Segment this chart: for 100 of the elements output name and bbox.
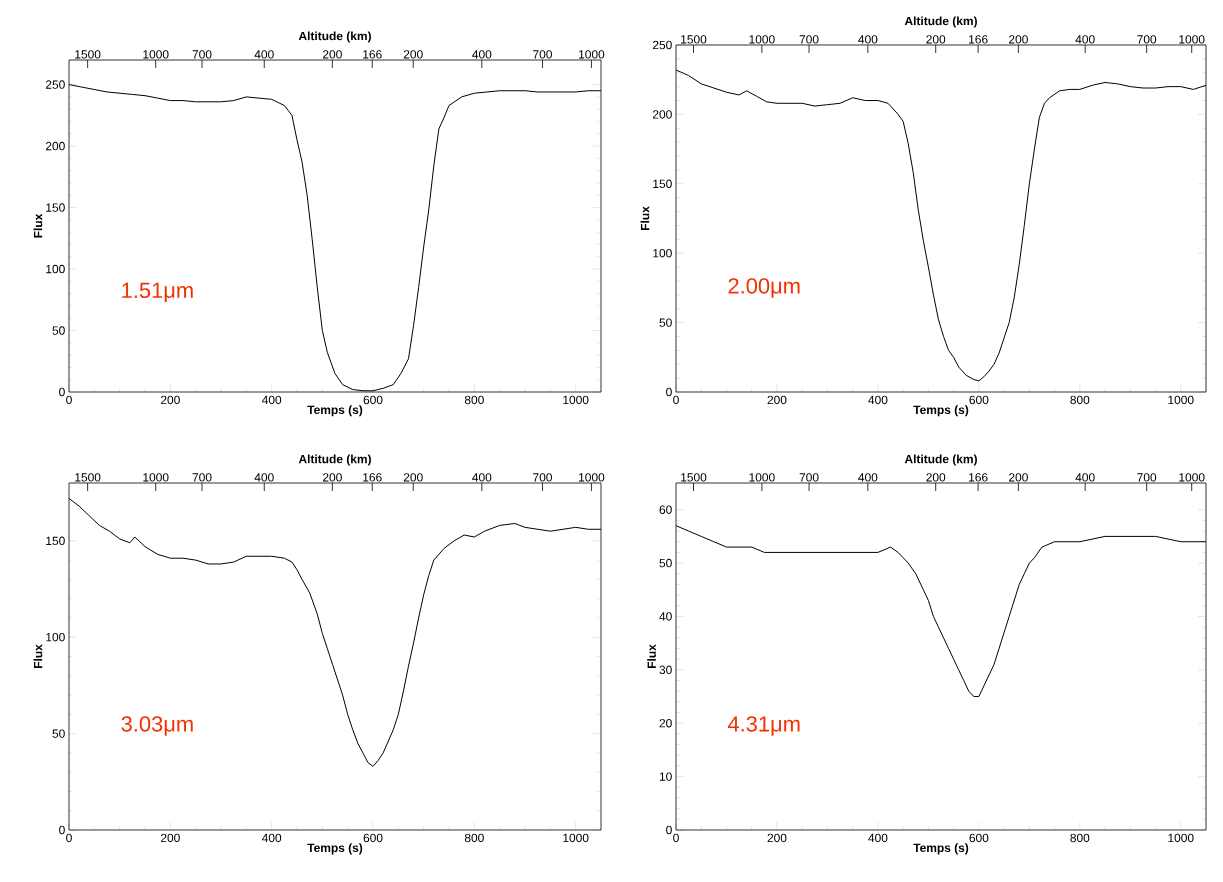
y-tick-label: 40 <box>659 612 672 621</box>
x-tick-label: 0 <box>673 833 679 843</box>
x-tick-label: 600 <box>363 395 383 405</box>
text: 1000 <box>749 35 775 44</box>
text: 1000 <box>1179 35 1205 44</box>
x-tick-label: 0 <box>66 395 72 405</box>
text: 200 <box>926 473 946 482</box>
text: 1500 <box>75 50 101 59</box>
x2-axis-title: Altitude (km) <box>904 454 977 466</box>
x-tick-label: 1000 <box>1168 833 1194 843</box>
text: 700 <box>533 50 552 59</box>
y-tick-label: 50 <box>52 729 65 738</box>
text: 400 <box>858 473 878 482</box>
x-tick-label: 400 <box>868 395 888 405</box>
text: 166 <box>969 35 988 44</box>
text: 700 <box>192 50 212 59</box>
text: 400 <box>1075 473 1095 482</box>
x-tick-label: 600 <box>969 395 989 405</box>
text: 400 <box>254 50 274 59</box>
y-tick-label: 50 <box>659 558 672 568</box>
x-tick-label: 600 <box>969 833 989 843</box>
text: 400 <box>472 50 492 59</box>
x-tick-label: 200 <box>160 833 180 843</box>
y-tick-label: 10 <box>659 772 672 781</box>
y-tick-label: 60 <box>659 505 672 514</box>
x-tick-label: 800 <box>464 833 484 843</box>
x-tick-label: 1000 <box>1168 395 1194 405</box>
x-tick-label: 400 <box>261 833 282 843</box>
y-tick-label: 100 <box>653 248 672 258</box>
x-tick-label: 800 <box>1070 395 1090 405</box>
text: 166 <box>363 50 382 59</box>
x-tick-label: 200 <box>767 833 787 843</box>
x-tick-label: 800 <box>1070 833 1090 843</box>
text: 200 <box>1009 473 1028 482</box>
y-tick-label: 20 <box>659 719 672 728</box>
x2-axis-title: Altitude (km) <box>298 31 371 43</box>
text: 700 <box>192 473 212 482</box>
y-axis-title: Flux <box>647 644 656 668</box>
x-tick-label: 200 <box>160 395 180 405</box>
y-tick-label: 0 <box>59 387 65 397</box>
annotation: 1.51μm <box>122 282 193 303</box>
text: 1000 <box>579 50 605 59</box>
y-tick-label: 50 <box>659 318 672 327</box>
y-tick-label: 0 <box>666 825 672 835</box>
x-axis-title: Temps (s) <box>913 405 969 417</box>
annotation: 3.03μm <box>121 716 193 736</box>
x-tick-label: 200 <box>767 395 787 405</box>
text: 700 <box>533 473 552 482</box>
text: 400 <box>472 473 492 482</box>
x-tick-label: 400 <box>261 395 282 405</box>
text: 200 <box>322 50 342 59</box>
text: 200 <box>322 473 342 482</box>
text: 700 <box>1137 473 1157 482</box>
y-tick-label: 250 <box>45 80 65 89</box>
y-axis-title: Flux <box>640 206 650 230</box>
text: 1000 <box>1179 473 1205 482</box>
y-tick-label: 30 <box>659 665 672 675</box>
x-tick-label: 0 <box>673 395 679 405</box>
text: 200 <box>926 35 946 44</box>
annotation: 4.31μm <box>727 716 800 736</box>
text: 166 <box>969 473 988 482</box>
text: 400 <box>254 473 274 482</box>
text: 200 <box>1009 35 1028 44</box>
y-tick-label: 0 <box>666 387 672 397</box>
y-axis-title: Flux <box>33 644 43 668</box>
x-tick-label: 1000 <box>563 395 589 405</box>
y-tick-label: 100 <box>46 633 65 642</box>
x2-axis-title: Altitude (km) <box>298 454 371 466</box>
y-tick-label: 50 <box>52 326 65 335</box>
x-tick-label: 800 <box>464 395 484 405</box>
y-tick-label: 200 <box>652 110 672 119</box>
text: 1500 <box>681 35 707 44</box>
y-tick-label: 150 <box>46 536 65 546</box>
x-tick-label: 1000 <box>563 833 589 843</box>
y-tick-label: 100 <box>46 264 65 274</box>
text: 1500 <box>681 473 707 482</box>
y-tick-label: 250 <box>652 40 672 50</box>
text: 1500 <box>75 473 101 482</box>
x-axis-title: Temps (s) <box>307 405 363 417</box>
y-tick-label: 200 <box>45 141 65 151</box>
x-tick-label: 0 <box>66 833 72 843</box>
annotation: 2.00μm <box>728 278 800 298</box>
y-tick-label: 150 <box>653 179 672 189</box>
text: 1000 <box>143 50 169 59</box>
text: 1000 <box>579 473 605 482</box>
text: 166 <box>363 473 382 482</box>
x2-axis-title: Altitude (km) <box>904 16 977 28</box>
text: 700 <box>799 473 819 482</box>
x-axis-title: Temps (s) <box>307 843 363 855</box>
text: 400 <box>1075 35 1095 44</box>
text: 200 <box>403 50 423 59</box>
text: 1000 <box>143 473 169 482</box>
y-tick-label: 150 <box>46 203 65 212</box>
text: 700 <box>1137 35 1157 44</box>
text: 1000 <box>749 473 775 482</box>
y-axis-title: Flux <box>33 213 43 238</box>
text: 400 <box>858 35 878 44</box>
x-tick-label: 400 <box>868 833 888 843</box>
x-tick-label: 600 <box>363 833 383 843</box>
text: 200 <box>403 473 423 482</box>
